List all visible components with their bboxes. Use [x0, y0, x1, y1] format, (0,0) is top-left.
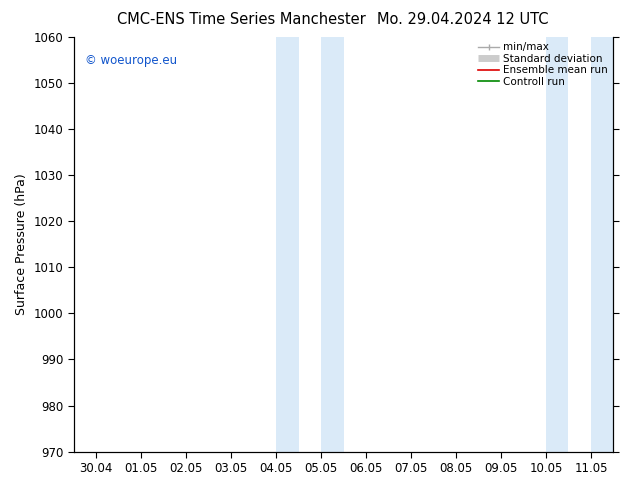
Text: CMC-ENS Time Series Manchester: CMC-ENS Time Series Manchester	[117, 12, 365, 27]
Bar	[546, 37, 569, 452]
Bar	[591, 37, 614, 452]
Bar	[321, 37, 344, 452]
Text: © woeurope.eu: © woeurope.eu	[84, 54, 177, 67]
Y-axis label: Surface Pressure (hPa): Surface Pressure (hPa)	[15, 173, 28, 315]
Legend: min/max, Standard deviation, Ensemble mean run, Controll run: min/max, Standard deviation, Ensemble me…	[476, 40, 611, 89]
Text: Mo. 29.04.2024 12 UTC: Mo. 29.04.2024 12 UTC	[377, 12, 548, 27]
Bar	[276, 37, 299, 452]
